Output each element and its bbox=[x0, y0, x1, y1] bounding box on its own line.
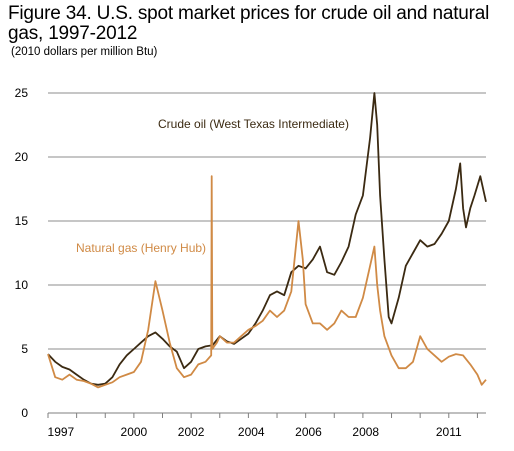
grid-lines bbox=[48, 92, 486, 350]
series-label-crude-oil: Crude oil (West Texas Intermediate) bbox=[158, 117, 349, 131]
series-line-natural-gas bbox=[47, 175, 487, 389]
y-tick-label-20: 20 bbox=[15, 150, 29, 164]
series-lines bbox=[47, 92, 487, 389]
x-tick-label-2011: 2011 bbox=[436, 425, 462, 439]
x-tick-label-1997: 1997 bbox=[48, 425, 75, 439]
x-tick-label-2008: 2008 bbox=[352, 425, 379, 439]
series-label-natural-gas: Natural gas (Henry Hub) bbox=[76, 241, 206, 255]
x-tick-label-2004: 2004 bbox=[238, 425, 265, 439]
y-tick-label-10: 10 bbox=[15, 278, 29, 292]
y-axis-ticks: 0 5 10 15 20 25 bbox=[15, 86, 29, 420]
y-tick-label-0: 0 bbox=[21, 406, 28, 420]
chart-subtitle: (2010 dollars per million Btu) bbox=[11, 46, 158, 58]
x-tick-label-2002: 2002 bbox=[178, 425, 205, 439]
x-axis: 1997 2000 2002 2004 2006 2008 2011 bbox=[47, 412, 486, 439]
y-tick-label-25: 25 bbox=[15, 86, 29, 100]
x-tick-label-2006: 2006 bbox=[295, 425, 322, 439]
y-tick-label-15: 15 bbox=[15, 214, 29, 228]
series-line-crude-oil bbox=[47, 92, 487, 386]
chart-title: Figure 34. U.S. spot market prices for c… bbox=[8, 3, 490, 44]
x-tick-label-2000: 2000 bbox=[121, 425, 148, 439]
y-tick-label-5: 5 bbox=[21, 342, 28, 356]
